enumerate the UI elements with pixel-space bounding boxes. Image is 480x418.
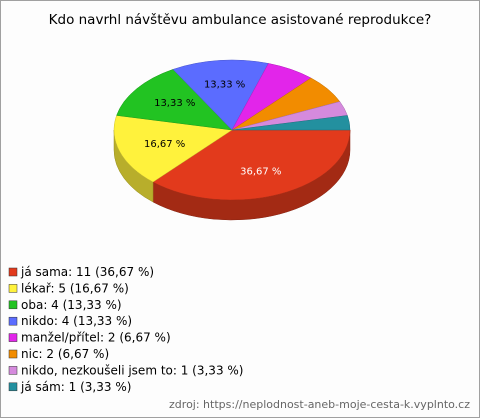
legend-label: já sám: 1 (3,33 %) (20, 380, 131, 394)
legend-swatch (8, 300, 18, 310)
legend-label: manžel/přítel: 2 (6,67 %) (21, 331, 171, 345)
legend-label: já sama: 11 (36,67 %) (20, 265, 154, 279)
legend-label: nic: 2 (6,67 %) (21, 347, 109, 361)
slice (152, 129, 351, 201)
chart-title: Kdo navrhl návštěvu ambulance asistované… (49, 12, 432, 28)
slice-label: 13,33 % (154, 98, 195, 109)
legend-label: nikdo: 4 (13,33 %) (21, 314, 132, 328)
legend-swatch (8, 382, 18, 392)
legend-label: lékař: 5 (16,67 %) (21, 281, 129, 295)
slice (113, 115, 233, 183)
legend-swatch (8, 284, 18, 293)
legend-swatch (8, 267, 18, 277)
legend-swatch (8, 366, 18, 375)
legend-label: nikdo, nezkoušeli jsem to: 1 (3,33 %) (21, 363, 243, 377)
source-note: zdroj: https://neplodnost-aneb-moje-cest… (169, 398, 470, 411)
slice-label: 36,67 % (240, 167, 281, 178)
slice (231, 115, 351, 131)
slice (172, 59, 269, 131)
slice (116, 69, 233, 131)
legend-swatch (8, 349, 18, 359)
legend-swatch (8, 333, 18, 342)
legend-label: oba: 4 (13,33 %) (21, 298, 122, 312)
legend-swatch (8, 316, 18, 326)
slice-label: 16,67 % (144, 139, 185, 150)
slice-label: 13,33 % (204, 80, 245, 91)
